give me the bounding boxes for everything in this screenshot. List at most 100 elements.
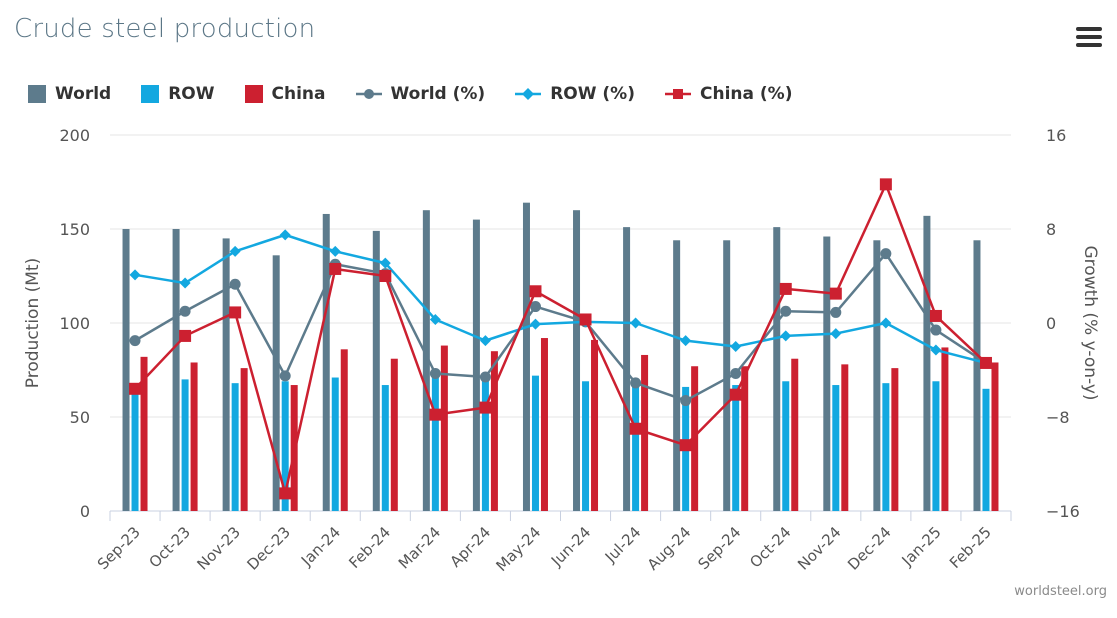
point-world-pct — [680, 395, 692, 407]
point-world-pct — [129, 335, 141, 347]
point-china-pct — [229, 306, 242, 319]
point-china-pct — [729, 388, 742, 401]
legend-label-row-pct: ROW (%) — [550, 84, 635, 104]
bar-row — [732, 385, 740, 511]
bar-row — [331, 377, 339, 511]
bar-china — [741, 366, 749, 511]
legend-label-row: ROW — [168, 84, 215, 104]
point-row-pct — [429, 313, 441, 325]
point-row-pct — [880, 317, 892, 329]
point-world-pct — [830, 306, 842, 318]
bar-world — [322, 213, 330, 511]
y-tick-label: 150 — [59, 220, 90, 239]
y-tick-label: 200 — [59, 126, 90, 145]
bar-china — [691, 366, 699, 511]
point-china-pct — [179, 329, 192, 342]
bar-china — [891, 368, 899, 511]
bar-row — [632, 381, 640, 511]
point-row-pct — [529, 318, 541, 330]
bar-row — [582, 381, 590, 511]
x-tick-label: Jul-24 — [601, 523, 645, 567]
legend-item-china[interactable]: China — [244, 84, 326, 104]
y-tick-label: 0 — [80, 502, 90, 521]
x-tick-label: Jun-24 — [547, 523, 594, 570]
y2-axis-title: Growth (% y-on-y) — [1080, 245, 1100, 400]
point-world-pct — [279, 370, 291, 382]
point-row-pct — [830, 328, 842, 340]
point-world-pct — [880, 248, 892, 260]
point-row-pct — [179, 277, 191, 289]
legend-item-row[interactable]: ROW — [141, 84, 215, 104]
bar-world — [272, 255, 280, 511]
bar-world — [973, 240, 981, 511]
point-row-pct — [930, 344, 942, 356]
bar-row — [131, 392, 139, 511]
bar-world — [873, 240, 881, 511]
bar-china — [390, 358, 398, 511]
y2-tick-label: 0 — [1046, 314, 1056, 333]
bar-china — [340, 349, 348, 511]
x-tick-label: Aug-24 — [644, 523, 695, 574]
bar-world — [723, 240, 731, 511]
bar-row — [982, 388, 990, 511]
bar-world — [823, 236, 831, 511]
point-china-pct — [379, 270, 392, 282]
bar-world — [372, 230, 380, 511]
bar-china — [540, 338, 548, 511]
source-credit-link[interactable]: worldsteel.org — [1014, 584, 1107, 599]
point-china-pct — [279, 487, 292, 500]
bar-row — [531, 375, 539, 511]
x-tick-label: Nov-23 — [193, 523, 243, 573]
bar-china — [190, 362, 198, 511]
point-china-pct — [479, 401, 492, 414]
point-china-pct — [579, 313, 592, 326]
legend-item-world-pct[interactable]: World (%) — [355, 84, 486, 104]
point-china-pct — [829, 287, 842, 300]
bar-row — [832, 385, 840, 511]
y2-tick-label: 16 — [1046, 126, 1066, 145]
bar-row — [281, 381, 289, 511]
y-tick-label: 50 — [70, 408, 90, 427]
y2-tick-label: −16 — [1046, 502, 1080, 521]
legend-item-row-pct[interactable]: ROW (%) — [515, 84, 635, 104]
point-world-pct — [179, 305, 191, 317]
legend-item-china-pct[interactable]: China (%) — [665, 84, 792, 104]
x-tick-label: Dec-23 — [243, 523, 294, 574]
point-row-pct — [780, 330, 792, 342]
hamburger-menu-icon[interactable] — [1076, 25, 1104, 49]
legend-item-world[interactable]: World — [28, 84, 111, 104]
bar-world — [422, 210, 430, 511]
bar-row — [932, 381, 940, 511]
point-world-pct — [529, 301, 541, 313]
chart-legend: World ROW China World (%) ROW (%) China … — [28, 80, 822, 108]
x-tick-label: Dec-24 — [844, 523, 895, 574]
legend-swatch-row — [141, 85, 160, 103]
legend-label-china: China — [271, 84, 326, 104]
legend-label-china-pct: China (%) — [700, 84, 793, 104]
point-china-pct — [779, 282, 792, 295]
point-row-pct — [730, 341, 742, 352]
legend-label-world-pct: World (%) — [390, 84, 486, 104]
bar-row — [381, 385, 389, 511]
legend-label-world: World — [55, 84, 112, 104]
bar-world — [222, 238, 230, 511]
point-row-pct — [379, 257, 391, 269]
point-world-pct — [730, 368, 742, 380]
y2-tick-label: −8 — [1046, 408, 1070, 427]
point-china-pct — [679, 439, 692, 452]
series-line-world-pct — [134, 252, 987, 402]
x-tick-label: Mar-24 — [395, 523, 444, 572]
bar-china — [490, 351, 498, 511]
point-china-pct — [529, 285, 542, 298]
bar-china — [841, 364, 849, 511]
point-china-pct — [929, 309, 942, 322]
point-world-pct — [479, 371, 491, 383]
legend-swatch-world — [28, 85, 46, 103]
y-axis-title: Production (Mt) — [23, 258, 43, 388]
bar-row — [882, 383, 890, 511]
bar-row — [181, 379, 189, 511]
y-tick-label: 100 — [59, 314, 90, 333]
legend-symbol-china-pct — [665, 89, 691, 99]
point-china-pct — [979, 356, 992, 369]
